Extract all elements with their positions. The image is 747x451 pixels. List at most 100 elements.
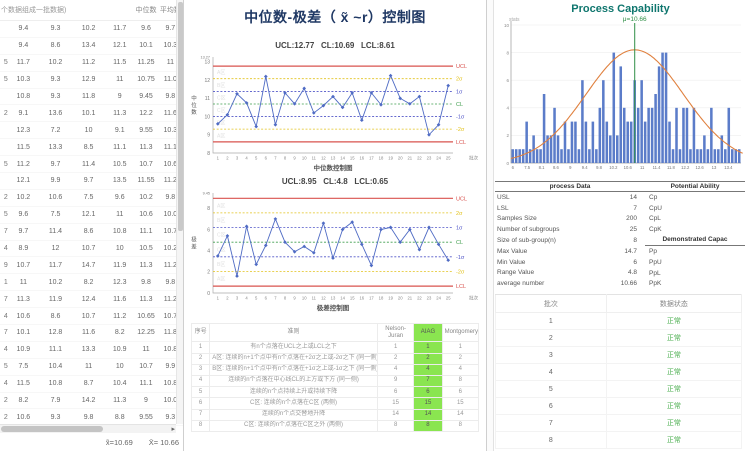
vertical-scrollbar[interactable]	[176, 0, 183, 424]
svg-text:μ=10.66: μ=10.66	[623, 16, 647, 23]
histogram-bar	[605, 121, 609, 163]
data-point	[349, 220, 354, 224]
table-row: 11.5 13.3 8.5 11.1 11.3 11.1	[0, 139, 183, 157]
process-data-row: USL 14	[497, 193, 637, 201]
histogram-bar	[734, 149, 738, 163]
vertical-scrollbar-thumb[interactable]	[178, 2, 183, 231]
histogram-bar	[539, 149, 542, 163]
histogram-bar	[685, 107, 689, 163]
data-point	[234, 91, 239, 96]
data-point	[311, 111, 316, 115]
svg-text:12: 12	[204, 78, 210, 84]
data-point	[273, 122, 277, 127]
svg-text:9.8: 9.8	[596, 165, 602, 170]
histogram-bar	[678, 149, 682, 163]
svg-text:20: 20	[397, 156, 402, 161]
svg-text:CL: CL	[456, 240, 463, 246]
histogram-bar	[591, 121, 595, 163]
histogram-bar	[511, 149, 514, 163]
histogram-bar	[563, 121, 567, 163]
range-control-chart: 024689.45UCL2σ1σCL-1σ-2σLCLA区B区C区C区B区A区1…	[191, 192, 478, 313]
svg-text:-1σ: -1σ	[456, 115, 465, 121]
svg-text:13.27: 13.27	[200, 56, 210, 60]
process-data-row: Min Value 6	[497, 258, 637, 266]
svg-text:4: 4	[207, 248, 210, 254]
header-group-label: 个数据组成一批数据)	[1, 7, 67, 14]
data-table-body: 9.4 9.3 10.2 11.7 9.6 9.7 9.4 8.6 13.4 12.1 10.1 10…	[0, 21, 183, 427]
histogram-bar	[560, 149, 563, 163]
median-control-chart: 891011121313.27UCL2σ1σCL-1σ-2σLCLA区B区C区C…	[191, 56, 478, 173]
svg-text:-2σ: -2σ	[456, 127, 465, 133]
svg-text:11: 11	[640, 165, 645, 170]
svg-text:9.4: 9.4	[582, 165, 588, 170]
svg-text:4: 4	[245, 296, 248, 301]
rules-col-header: Montgomery	[441, 322, 480, 343]
table-row: 4 10.6 8.6 10.7 11.2 10.65 10.7	[0, 308, 183, 326]
histogram-bar	[664, 52, 668, 163]
histogram-bar	[542, 94, 546, 163]
batch-row: 1 正常	[495, 312, 743, 331]
median-summary: x̃=10.69	[105, 438, 133, 447]
histogram-bar	[521, 149, 525, 163]
horizontal-scrollbar[interactable]: ▸	[0, 424, 176, 433]
mean-summary: X̄= 10.66	[148, 438, 179, 447]
data-point	[321, 221, 325, 225]
data-point	[445, 83, 450, 88]
ability-row: Pp	[649, 248, 657, 256]
svg-text:14: 14	[340, 156, 345, 161]
panel-scrollbar-track[interactable]	[487, 0, 494, 451]
histogram-bar	[689, 149, 692, 163]
table-row: 7 9.7 11.4 8.6 10.8 11.1 10.7	[0, 224, 183, 241]
horizontal-scrollbar-thumb[interactable]	[1, 426, 104, 432]
svg-text:18: 18	[378, 156, 383, 161]
table-row: 5 11.2 9.7 11.4 10.5 10.7 10.6	[0, 156, 183, 174]
histogram-bar	[737, 149, 741, 163]
histogram-bar	[650, 107, 654, 163]
data-point	[225, 234, 229, 238]
svg-text:8: 8	[506, 50, 509, 55]
table-row: 4 11.5 10.8 8.7 10.4 11.1 10.8	[0, 376, 183, 393]
ability-row: Cp	[649, 193, 658, 201]
ability-row: PpU	[649, 258, 662, 266]
histogram-bar	[626, 121, 629, 163]
data-point	[215, 122, 220, 126]
svg-text:A区: A区	[217, 70, 225, 76]
rules-col-header: 序号	[190, 322, 211, 343]
ability-row: CpL	[649, 215, 661, 223]
data-point	[417, 94, 421, 99]
scroll-right-arrow-icon[interactable]: ▸	[171, 426, 175, 433]
svg-text:9: 9	[293, 156, 296, 161]
svg-text:25: 25	[445, 296, 450, 301]
data-point	[311, 250, 316, 255]
rules-table: 序号 准则 Nelson-Juran AIAG Montgomery 1 有n个点落在UCL…	[190, 322, 480, 432]
svg-text:13: 13	[712, 165, 717, 170]
rules-row: 5 连续的n个点持续上升或持续下降 6 6 6	[190, 386, 480, 399]
svg-text:7.5: 7.5	[524, 165, 530, 170]
svg-text:UCL: UCL	[456, 64, 467, 70]
svg-text:12.2: 12.2	[681, 165, 690, 170]
histogram-bar	[636, 107, 640, 163]
svg-text:23: 23	[426, 156, 431, 161]
page-title: 中位数-极差（ x̃ ~r）控制图	[244, 9, 426, 25]
histogram-bar	[577, 149, 581, 163]
data-point	[397, 96, 402, 101]
svg-text:5: 5	[255, 296, 258, 301]
histogram-bar	[581, 80, 584, 163]
svg-text:CL: CL	[456, 102, 463, 108]
svg-text:23: 23	[426, 296, 431, 301]
process-data-row: Samples Size 200	[497, 215, 637, 223]
histogram-bar	[615, 135, 619, 163]
svg-text:差: 差	[191, 243, 197, 251]
histogram-bar	[710, 107, 713, 163]
svg-text:8.1: 8.1	[539, 165, 545, 170]
histogram-bar	[525, 121, 528, 163]
svg-text:C区: C区	[217, 247, 226, 253]
svg-text:24: 24	[436, 156, 441, 161]
ability-row: CpU	[649, 204, 663, 212]
histogram-bar	[532, 135, 535, 163]
data-point	[407, 101, 412, 106]
histogram-bar	[657, 66, 661, 163]
batch-row: 8 正常	[495, 431, 743, 450]
svg-text:9: 9	[293, 296, 296, 301]
histogram-y-axis-label: stats	[509, 17, 520, 23]
